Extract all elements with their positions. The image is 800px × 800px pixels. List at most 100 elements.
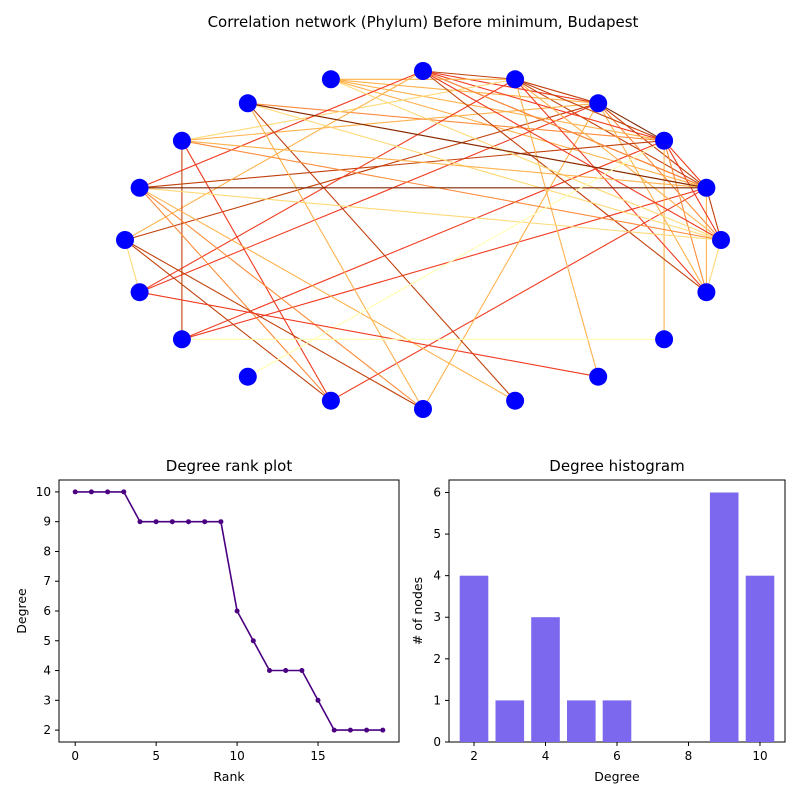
network-node — [697, 283, 716, 302]
network-edge — [422, 70, 599, 104]
network-edge — [663, 140, 707, 293]
hist-ytick-label: 4 — [433, 569, 441, 583]
network-edge — [422, 70, 516, 80]
network-edge — [247, 140, 665, 378]
rank-ytick-label: 9 — [43, 515, 51, 529]
histogram-bar — [459, 575, 489, 742]
network-edge — [139, 102, 599, 293]
network-node — [321, 391, 340, 410]
histogram-ticks: 2 4 6 8 10 0 1 2 3 4 5 6 — [433, 485, 767, 763]
network-edge — [124, 239, 141, 293]
network-edge — [330, 78, 665, 142]
rank-point — [186, 519, 191, 525]
hist-ytick-label: 5 — [433, 527, 441, 541]
network-node — [655, 131, 674, 150]
network-edge — [139, 70, 424, 189]
rank-xtick-label: 10 — [229, 749, 244, 763]
network-edge — [139, 291, 599, 378]
network-edge — [705, 187, 722, 241]
hist-xtick-label: 6 — [613, 749, 621, 763]
network-edge — [247, 102, 722, 241]
histogram-xlabel: Degree — [594, 769, 640, 784]
rank-point — [347, 727, 353, 733]
hist-ytick-label: 1 — [433, 693, 441, 707]
rank-line — [75, 491, 383, 731]
rank-point — [250, 638, 256, 644]
network-edge — [124, 239, 424, 410]
degree-histogram: Degree histogram 2 4 6 8 10 0 1 2 3 4 5 6 Degree # … — [410, 457, 786, 784]
network-node — [238, 367, 257, 386]
network-edge — [139, 187, 424, 410]
rank-ytick-label: 8 — [43, 544, 51, 558]
network-node — [712, 231, 730, 249]
network-edge — [181, 140, 665, 340]
rank-point — [137, 519, 143, 525]
histogram-bar — [745, 575, 775, 742]
rank-point — [121, 489, 127, 495]
network-node — [506, 70, 525, 89]
network-edge — [330, 78, 722, 241]
rank-ytick-label: 4 — [43, 664, 51, 678]
network-edge — [514, 78, 707, 189]
rank-ytick-label: 10 — [36, 485, 51, 499]
histogram-bar — [602, 700, 632, 742]
hist-xtick-label: 4 — [542, 749, 550, 763]
network-edge — [514, 78, 722, 241]
rank-point — [380, 727, 386, 733]
network-node — [506, 391, 525, 410]
rank-point — [267, 668, 272, 673]
network-node — [414, 62, 432, 80]
network-nodes — [116, 62, 730, 418]
network-edge — [663, 140, 722, 241]
network-node — [589, 367, 608, 386]
network-node — [238, 94, 257, 113]
network-edge — [247, 102, 665, 142]
histogram-bars — [459, 492, 775, 742]
network-edge — [181, 187, 707, 340]
rank-xtick-label: 5 — [152, 749, 160, 763]
rank-point — [88, 489, 94, 495]
rank-plot-ylabel: Degree — [14, 588, 29, 634]
network-edge — [330, 78, 599, 104]
network-edge — [181, 140, 332, 401]
hist-ytick-label: 0 — [433, 735, 441, 749]
network-edge — [247, 102, 516, 402]
rank-plot-title: Degree rank plot — [166, 457, 293, 475]
network-edge — [514, 78, 665, 142]
network-node — [130, 283, 149, 302]
network-edge — [514, 79, 599, 377]
rank-point — [234, 608, 240, 614]
network-edge — [597, 103, 707, 293]
rank-point — [169, 519, 175, 525]
rank-plot-xlabel: Rank — [213, 769, 245, 784]
rank-plot-frame — [58, 479, 400, 743]
network-edge — [181, 102, 599, 142]
network-node — [172, 330, 191, 349]
histogram-ylabel: # of nodes — [410, 577, 425, 645]
network-edge — [597, 102, 665, 142]
network-node — [589, 94, 608, 113]
rank-point — [105, 489, 111, 495]
network-node — [321, 70, 340, 89]
rank-xtick-label: 15 — [310, 749, 325, 763]
network-node — [116, 231, 134, 249]
rank-point — [218, 519, 224, 525]
hist-ytick-label: 2 — [433, 652, 441, 666]
network-edge — [422, 70, 722, 241]
network-edge — [124, 239, 332, 402]
histogram-bar — [495, 700, 525, 742]
hist-xtick-label: 10 — [752, 749, 767, 763]
network-node — [414, 400, 432, 418]
network-edge — [663, 140, 707, 189]
rank-point — [72, 489, 78, 495]
network-node — [130, 178, 149, 197]
network-edge — [247, 102, 707, 189]
network-edge — [139, 78, 516, 293]
network-edge — [124, 70, 424, 241]
rank-point — [331, 727, 337, 733]
network-edge — [422, 70, 707, 293]
rank-plot-ticks: 0 5 10 15 2 3 4 5 6 7 8 9 10 — [36, 485, 326, 763]
network-node — [172, 131, 191, 150]
